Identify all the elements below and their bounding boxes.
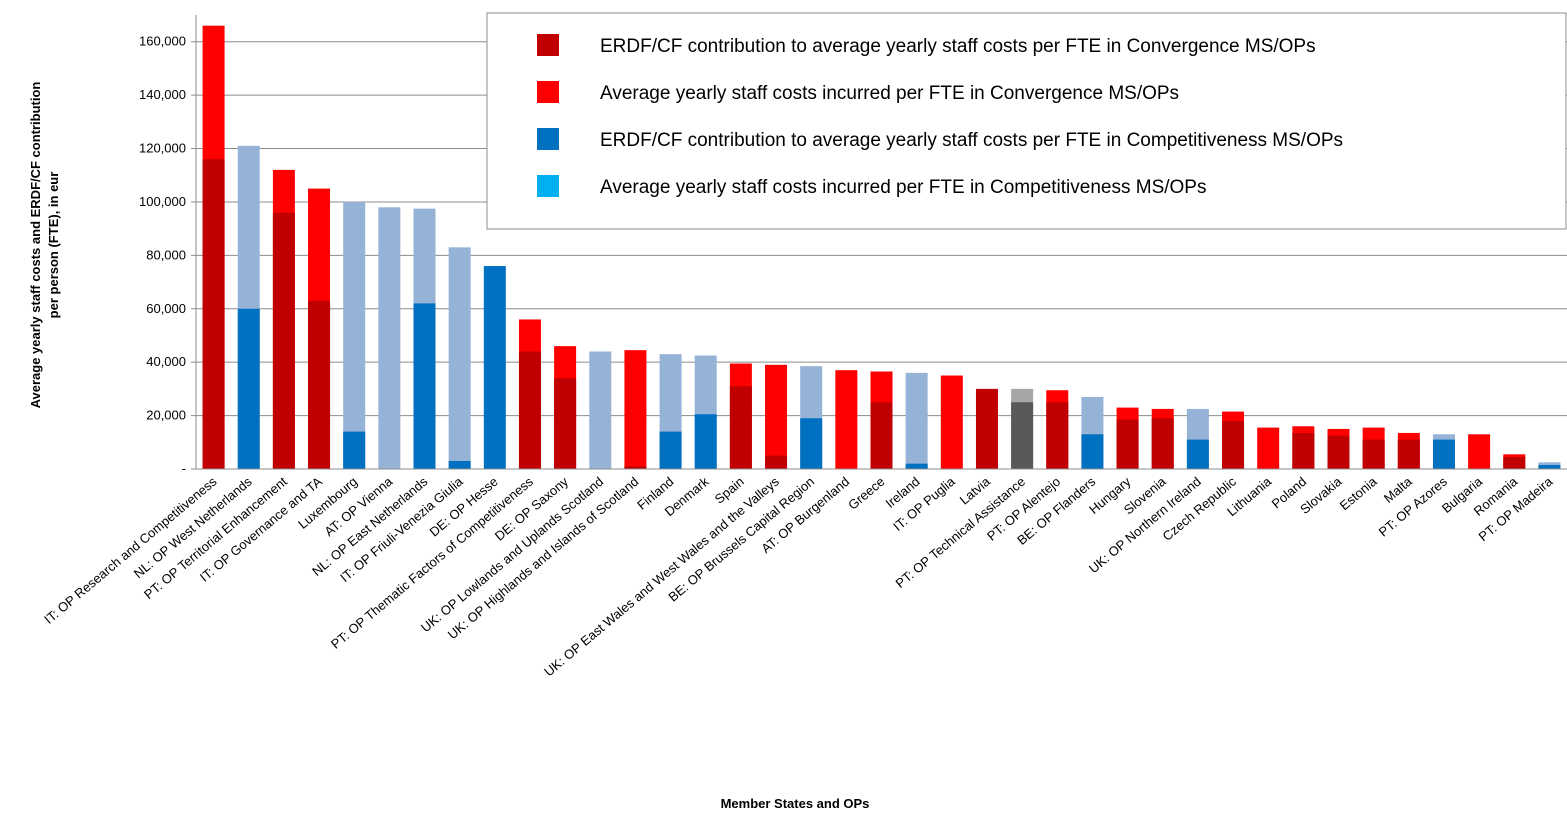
bar bbox=[1327, 435, 1350, 469]
y-tick-label: 40,000 bbox=[146, 354, 186, 369]
bar bbox=[448, 460, 471, 469]
y-tick-label: 20,000 bbox=[146, 408, 186, 423]
bar bbox=[765, 455, 788, 469]
bar bbox=[729, 386, 752, 469]
bar bbox=[1397, 439, 1420, 469]
bar bbox=[483, 266, 506, 469]
bar bbox=[905, 463, 928, 469]
bar bbox=[413, 303, 436, 469]
bar bbox=[624, 466, 647, 469]
y-tick-label: 120,000 bbox=[139, 141, 186, 156]
bar bbox=[905, 372, 928, 469]
bar bbox=[308, 300, 331, 469]
bar bbox=[343, 201, 366, 470]
legend-box bbox=[486, 12, 1567, 230]
legend-label: ERDF/CF contribution to average yearly s… bbox=[600, 130, 1343, 151]
bar bbox=[1503, 456, 1526, 469]
bar bbox=[1186, 439, 1209, 469]
bar bbox=[694, 414, 717, 469]
bar bbox=[835, 370, 858, 469]
legend-swatch bbox=[537, 128, 559, 150]
bar bbox=[1081, 434, 1104, 469]
bar bbox=[518, 351, 541, 469]
y-axis-title-line: Average yearly staff costs and ERDF/CF c… bbox=[28, 82, 43, 409]
bar bbox=[1116, 419, 1139, 469]
bar bbox=[448, 247, 471, 469]
y-tick-label: 60,000 bbox=[146, 301, 186, 316]
x-axis-title: Member States and OPs bbox=[721, 796, 870, 811]
y-tick-label: - bbox=[182, 461, 186, 476]
x-tick-label: PT: OP Territorial Enhancement bbox=[141, 474, 290, 602]
y-axis-title-line: per person (FTE), in eur bbox=[46, 172, 61, 319]
bar bbox=[1292, 432, 1315, 469]
bar bbox=[1257, 427, 1280, 469]
legend-label: Average yearly staff costs incurred per … bbox=[600, 83, 1179, 104]
bar bbox=[1432, 439, 1455, 469]
bar bbox=[272, 212, 295, 469]
bar bbox=[378, 207, 401, 469]
bar bbox=[975, 388, 998, 469]
x-tick-label: Greece bbox=[845, 474, 887, 513]
y-tick-label: 160,000 bbox=[139, 34, 186, 49]
bar bbox=[1222, 420, 1245, 469]
legend-swatch bbox=[537, 175, 559, 197]
legend-swatch bbox=[537, 34, 559, 56]
bar bbox=[1151, 418, 1174, 469]
bar bbox=[343, 431, 366, 469]
y-tick-label: 80,000 bbox=[146, 247, 186, 262]
bar bbox=[1468, 434, 1491, 469]
y-tick-label: 100,000 bbox=[139, 194, 186, 209]
bar bbox=[800, 418, 823, 469]
bar bbox=[1046, 402, 1069, 469]
bar bbox=[659, 431, 682, 469]
bar bbox=[554, 378, 577, 469]
y-tick-label: 140,000 bbox=[139, 87, 186, 102]
bar bbox=[624, 350, 647, 469]
bar bbox=[940, 375, 963, 469]
bar bbox=[1362, 439, 1385, 469]
bar bbox=[589, 351, 612, 469]
y-axis-title: Average yearly staff costs and ERDF/CF c… bbox=[28, 82, 61, 409]
bar bbox=[870, 402, 893, 469]
legend-swatch bbox=[537, 81, 559, 103]
bar bbox=[202, 159, 225, 469]
x-tick-label: Estonia bbox=[1337, 473, 1380, 513]
legend-label: Average yearly staff costs incurred per … bbox=[600, 177, 1206, 198]
bar bbox=[765, 364, 788, 469]
legend-label: ERDF/CF contribution to average yearly s… bbox=[600, 36, 1316, 57]
bar bbox=[237, 308, 260, 469]
bar bbox=[1538, 464, 1561, 469]
bar bbox=[1011, 402, 1034, 469]
